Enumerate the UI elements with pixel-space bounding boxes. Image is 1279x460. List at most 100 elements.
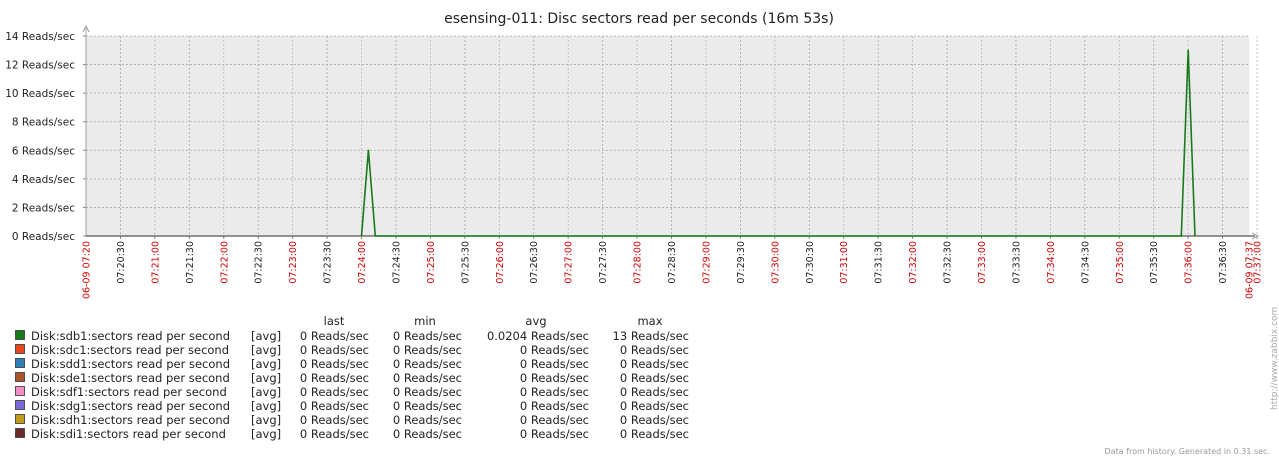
y-tick-label: 14 Reads/sec <box>5 31 75 43</box>
legend-value-min: 0 Reads/sec <box>393 385 462 399</box>
legend-function: [avg] <box>251 357 281 371</box>
x-tick-label: 07:31:00 <box>839 241 850 284</box>
series-point <box>367 149 370 152</box>
legend-function: [avg] <box>251 385 281 399</box>
legend-swatch <box>15 386 25 396</box>
legend-value-min: 0 Reads/sec <box>393 357 462 371</box>
legend-value-last: 0 Reads/sec <box>300 329 369 343</box>
x-tick-label: 07:34:30 <box>1080 241 1091 284</box>
x-start-label: 06-09 07:20 <box>82 241 93 299</box>
legend-header-min: min <box>414 314 436 328</box>
y-tick-label: 0 Reads/sec <box>12 231 75 243</box>
legend-value-last: 0 Reads/sec <box>300 343 369 357</box>
x-tick-label: 07:26:30 <box>529 241 540 284</box>
legend-swatch <box>15 400 25 410</box>
legend-value-max: 0 Reads/sec <box>620 427 689 441</box>
legend-value-min: 0 Reads/sec <box>393 413 462 427</box>
x-tick-label: 07:34:00 <box>1046 241 1057 284</box>
x-tick-label: 07:31:30 <box>874 241 885 284</box>
legend-value-avg: 0 Reads/sec <box>520 343 589 357</box>
x-tick-label: 07:29:30 <box>736 241 747 284</box>
legend-value-last: 0 Reads/sec <box>300 399 369 413</box>
x-tick-label: 07:22:30 <box>254 241 265 284</box>
legend-swatch <box>15 428 25 438</box>
x-tick-label: 07:24:30 <box>391 241 402 284</box>
legend-function: [avg] <box>251 371 281 385</box>
x-tick-label: 07:27:00 <box>564 241 575 284</box>
x-tick-label: 07:36:30 <box>1218 241 1229 284</box>
legend-series-name: Disk:sde1:sectors read per second <box>31 371 230 385</box>
legend-value-last: 0 Reads/sec <box>300 357 369 371</box>
side-url: http://www.zabbix.com <box>1270 307 1279 410</box>
y-tick-label: 4 Reads/sec <box>12 174 75 186</box>
y-tick-label: 2 Reads/sec <box>12 202 75 214</box>
legend-function: [avg] <box>251 413 281 427</box>
legend-series-name: Disk:sdb1:sectors read per second <box>31 329 230 343</box>
legend-value-last: 0 Reads/sec <box>300 427 369 441</box>
legend-series-name: Disk:sdh1:sectors read per second <box>31 413 230 427</box>
legend-value-min: 0 Reads/sec <box>393 329 462 343</box>
legend-value-max: 0 Reads/sec <box>620 371 689 385</box>
legend-value-avg: 0 Reads/sec <box>520 427 589 441</box>
legend-swatch <box>15 414 25 424</box>
legend-value-last: 0 Reads/sec <box>300 413 369 427</box>
legend-series-name: Disk:sdi1:sectors read per second <box>31 427 226 441</box>
legend-function: [avg] <box>251 427 281 441</box>
x-tick-label: 07:24:00 <box>357 241 368 284</box>
x-tick-label: 07:30:30 <box>805 241 816 284</box>
x-tick-label: 07:22:00 <box>219 241 230 284</box>
legend-value-max: 0 Reads/sec <box>620 385 689 399</box>
legend-header-avg: avg <box>525 314 546 328</box>
x-tick-label: 07:23:30 <box>323 241 334 284</box>
y-axis-arrow-icon <box>82 24 90 33</box>
x-tick-label: 07:29:00 <box>701 241 712 284</box>
x-tick-label: 07:21:30 <box>185 241 196 284</box>
x-tick-label: 07:37:00 <box>1253 241 1264 284</box>
legend-value-min: 0 Reads/sec <box>393 343 462 357</box>
x-tick-label: 07:33:00 <box>977 241 988 284</box>
x-tick-label: 07:25:00 <box>426 241 437 284</box>
legend-swatch <box>15 344 25 354</box>
legend-value-max: 0 Reads/sec <box>620 343 689 357</box>
legend-series-name: Disk:sdd1:sectors read per second <box>31 357 230 371</box>
chart-title: esensing-011: Disc sectors read per seco… <box>444 11 834 27</box>
x-tick-label: 07:35:30 <box>1149 241 1160 284</box>
plot-area: 0 Reads/sec 2 Reads/sec 4 Reads/sec 6 Reads… <box>5 24 1264 299</box>
legend-value-last: 0 Reads/sec <box>300 385 369 399</box>
legend-function: [avg] <box>251 399 281 413</box>
footer-note: Data from history. Generated in 0.31 sec… <box>1105 447 1270 456</box>
plot-background <box>86 36 1249 236</box>
legend-value-avg: 0 Reads/sec <box>520 371 589 385</box>
x-tick-label: 07:20:30 <box>116 241 127 284</box>
legend-series-name: Disk:sdc1:sectors read per second <box>31 343 229 357</box>
x-tick-label: 07:30:00 <box>770 241 781 284</box>
legend-function: [avg] <box>251 329 281 343</box>
legend-function: [avg] <box>251 343 281 357</box>
legend-value-avg: 0 Reads/sec <box>520 385 589 399</box>
series-point <box>1187 49 1189 52</box>
x-tick-label: 07:26:00 <box>495 241 506 284</box>
x-axis-arrow-icon <box>1251 232 1260 240</box>
legend-value-avg: 0 Reads/sec <box>520 399 589 413</box>
legend-value-max: 0 Reads/sec <box>620 357 689 371</box>
y-tick-label: 10 Reads/sec <box>5 88 75 100</box>
legend-value-avg: 0 Reads/sec <box>520 357 589 371</box>
legend-value-min: 0 Reads/sec <box>393 399 462 413</box>
legend-value-avg: 0.0204 Reads/sec <box>487 329 589 343</box>
legend-swatch <box>15 358 25 368</box>
y-tick-label: 12 Reads/sec <box>5 60 75 72</box>
x-tick-label: 07:28:30 <box>667 241 678 284</box>
legend-series-name: Disk:sdg1:sectors read per second <box>31 399 230 413</box>
x-tick-label: 07:28:00 <box>633 241 644 284</box>
legend-swatch <box>15 372 25 382</box>
x-tick-label: 07:36:00 <box>1184 241 1195 284</box>
legend-value-max: 13 Reads/sec <box>613 329 689 343</box>
legend-value-avg: 0 Reads/sec <box>520 413 589 427</box>
legend: last min avg max Disk:sdb1:sectors read per … <box>15 314 689 441</box>
legend-value-min: 0 Reads/sec <box>393 427 462 441</box>
legend-series-name: Disk:sdf1:sectors read per second <box>31 385 227 399</box>
legend-header-max: max <box>637 314 662 328</box>
series-line-0 <box>360 50 1196 237</box>
legend-header-last: last <box>324 314 345 328</box>
legend-value-max: 0 Reads/sec <box>620 399 689 413</box>
